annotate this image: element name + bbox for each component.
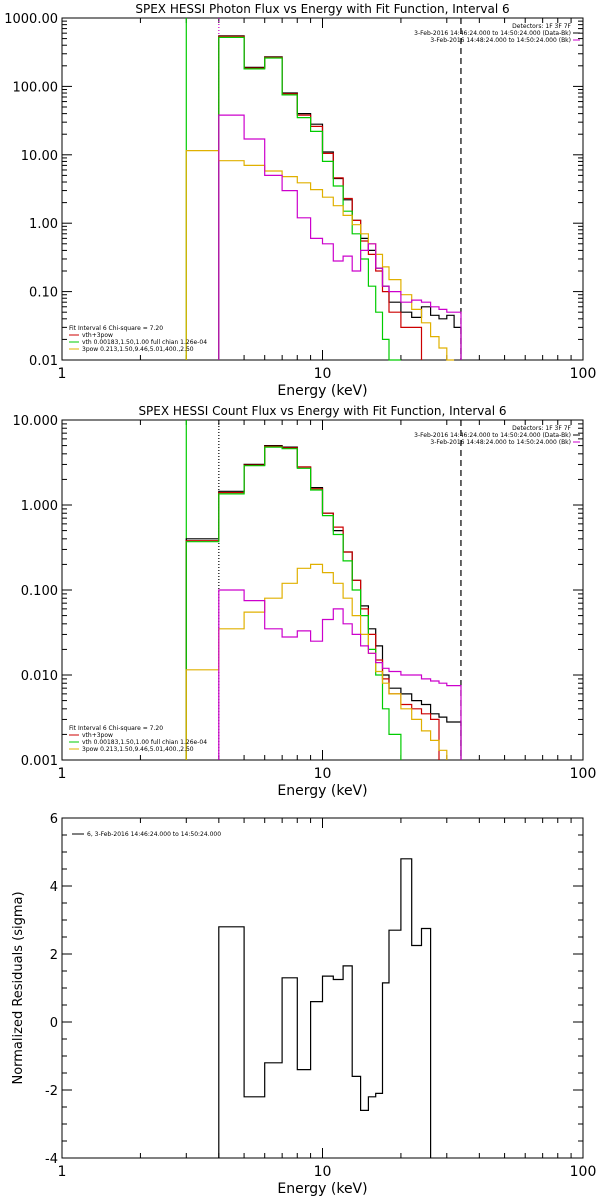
fit-legend-entry: Fit Interval 6 Chi-square = 7.20 [69, 325, 163, 332]
x-tick-label: 1 [58, 766, 67, 782]
legend-entry: 6, 3-Feb-2016 14:46:24.000 to 14:50:24.0… [87, 831, 221, 838]
y-tick-label: -2 [45, 1084, 58, 1099]
series-line-green [218, 36, 401, 361]
header-line: 3-Feb-2016 14:48:24.000 to 14:50:24.000 … [430, 439, 571, 446]
fit-legend-entry: 3pow 0.213,1.50,9.46,5.01,400.,2.50 [82, 346, 194, 353]
series-line-gold [185, 563, 448, 760]
fit-legend-entry: vth 0.00183,1.50,1.00 full chian 1.26e-0… [82, 739, 207, 746]
chart-panel-1: SPEX HESSI Photon Flux vs Energy with Fi… [4, 2, 596, 399]
header-line: 3-Feb-2016 14:48:24.000 to 14:50:24.000 … [430, 37, 571, 44]
y-tick-label: 1.000 [21, 499, 58, 514]
series-line-red [218, 35, 423, 360]
series-line-black [218, 858, 432, 1158]
chart-title: SPEX HESSI Count Flux vs Energy with Fit… [138, 404, 506, 418]
y-tick-label: -4 [45, 1152, 58, 1167]
series-line-gold [185, 150, 455, 361]
y-tick-label: 0.100 [21, 584, 58, 599]
x-tick-label: 100 [570, 366, 597, 382]
header-line: Detectors: 1F 3F 7F [512, 23, 571, 30]
y-tick-label: 0 [50, 1016, 58, 1031]
fit-legend-entry: vth+3pow [82, 732, 113, 739]
chart-panel-3: 1 10 100 Energy (keV) -4 -2 0 2 4 6 Normalized Res… [11, 812, 596, 1197]
series-line-green [185, 446, 402, 760]
chart-panel-2: SPEX HESSI Count Flux vs Energy with Fit… [13, 404, 597, 799]
x-tick-label: 1 [58, 1164, 67, 1180]
y-tick-label: 10.00 [21, 149, 58, 164]
chart-title: SPEX HESSI Photon Flux vs Energy with Fi… [135, 2, 509, 16]
x-tick-label: 100 [570, 766, 597, 782]
x-tick-label: 10 [314, 1164, 332, 1180]
x-tick-label: 1 [58, 366, 67, 382]
y-tick-label: 1000.00 [4, 12, 58, 27]
y-tick-label: 0.001 [21, 754, 58, 769]
fit-legend-entry: vth+3pow [82, 332, 113, 339]
header-line: 3-Feb-2016 14:46:24.000 to 14:50:24.000 … [414, 432, 571, 439]
x-tick-label: 10 [314, 766, 332, 782]
header-line: Detectors: 1F 3F 7F [512, 425, 571, 432]
fit-legend-entry: Fit Interval 6 Chi-square = 7.20 [69, 725, 163, 732]
fit-legend-entry: vth 0.00183,1.50,1.00 full chian 1.26e-0… [82, 339, 207, 346]
y-tick-label: 6 [50, 812, 58, 827]
plot-frame [61, 419, 584, 761]
x-axis-label: Energy (keV) [277, 1181, 367, 1197]
y-tick-label: 0.010 [21, 669, 58, 684]
series-line-black [218, 35, 462, 360]
header-line: 3-Feb-2016 14:46:24.000 to 14:50:24.000 … [414, 30, 571, 37]
y-tick-label: 10.000 [13, 414, 59, 429]
y-tick-label: 4 [50, 880, 58, 895]
x-axis-label: Energy (keV) [277, 783, 367, 799]
y-tick-label: 100.00 [13, 80, 59, 95]
y-tick-label: 0.01 [29, 354, 58, 369]
y-tick-label: 0.10 [29, 286, 58, 301]
fit-legend-entry: 3pow 0.213,1.50,9.46,5.01,400.,2.50 [82, 746, 194, 753]
y-tick-label: 1.00 [29, 217, 58, 232]
series-line-magenta [218, 114, 462, 360]
x-axis-label: Energy (keV) [277, 383, 367, 399]
series-line-magenta [218, 589, 462, 760]
x-tick-label: 100 [570, 1164, 597, 1180]
y-tick-label: 2 [50, 948, 58, 963]
x-tick-label: 10 [314, 366, 332, 382]
y-axis-label: Normalized Residuals (sigma) [11, 891, 26, 1084]
